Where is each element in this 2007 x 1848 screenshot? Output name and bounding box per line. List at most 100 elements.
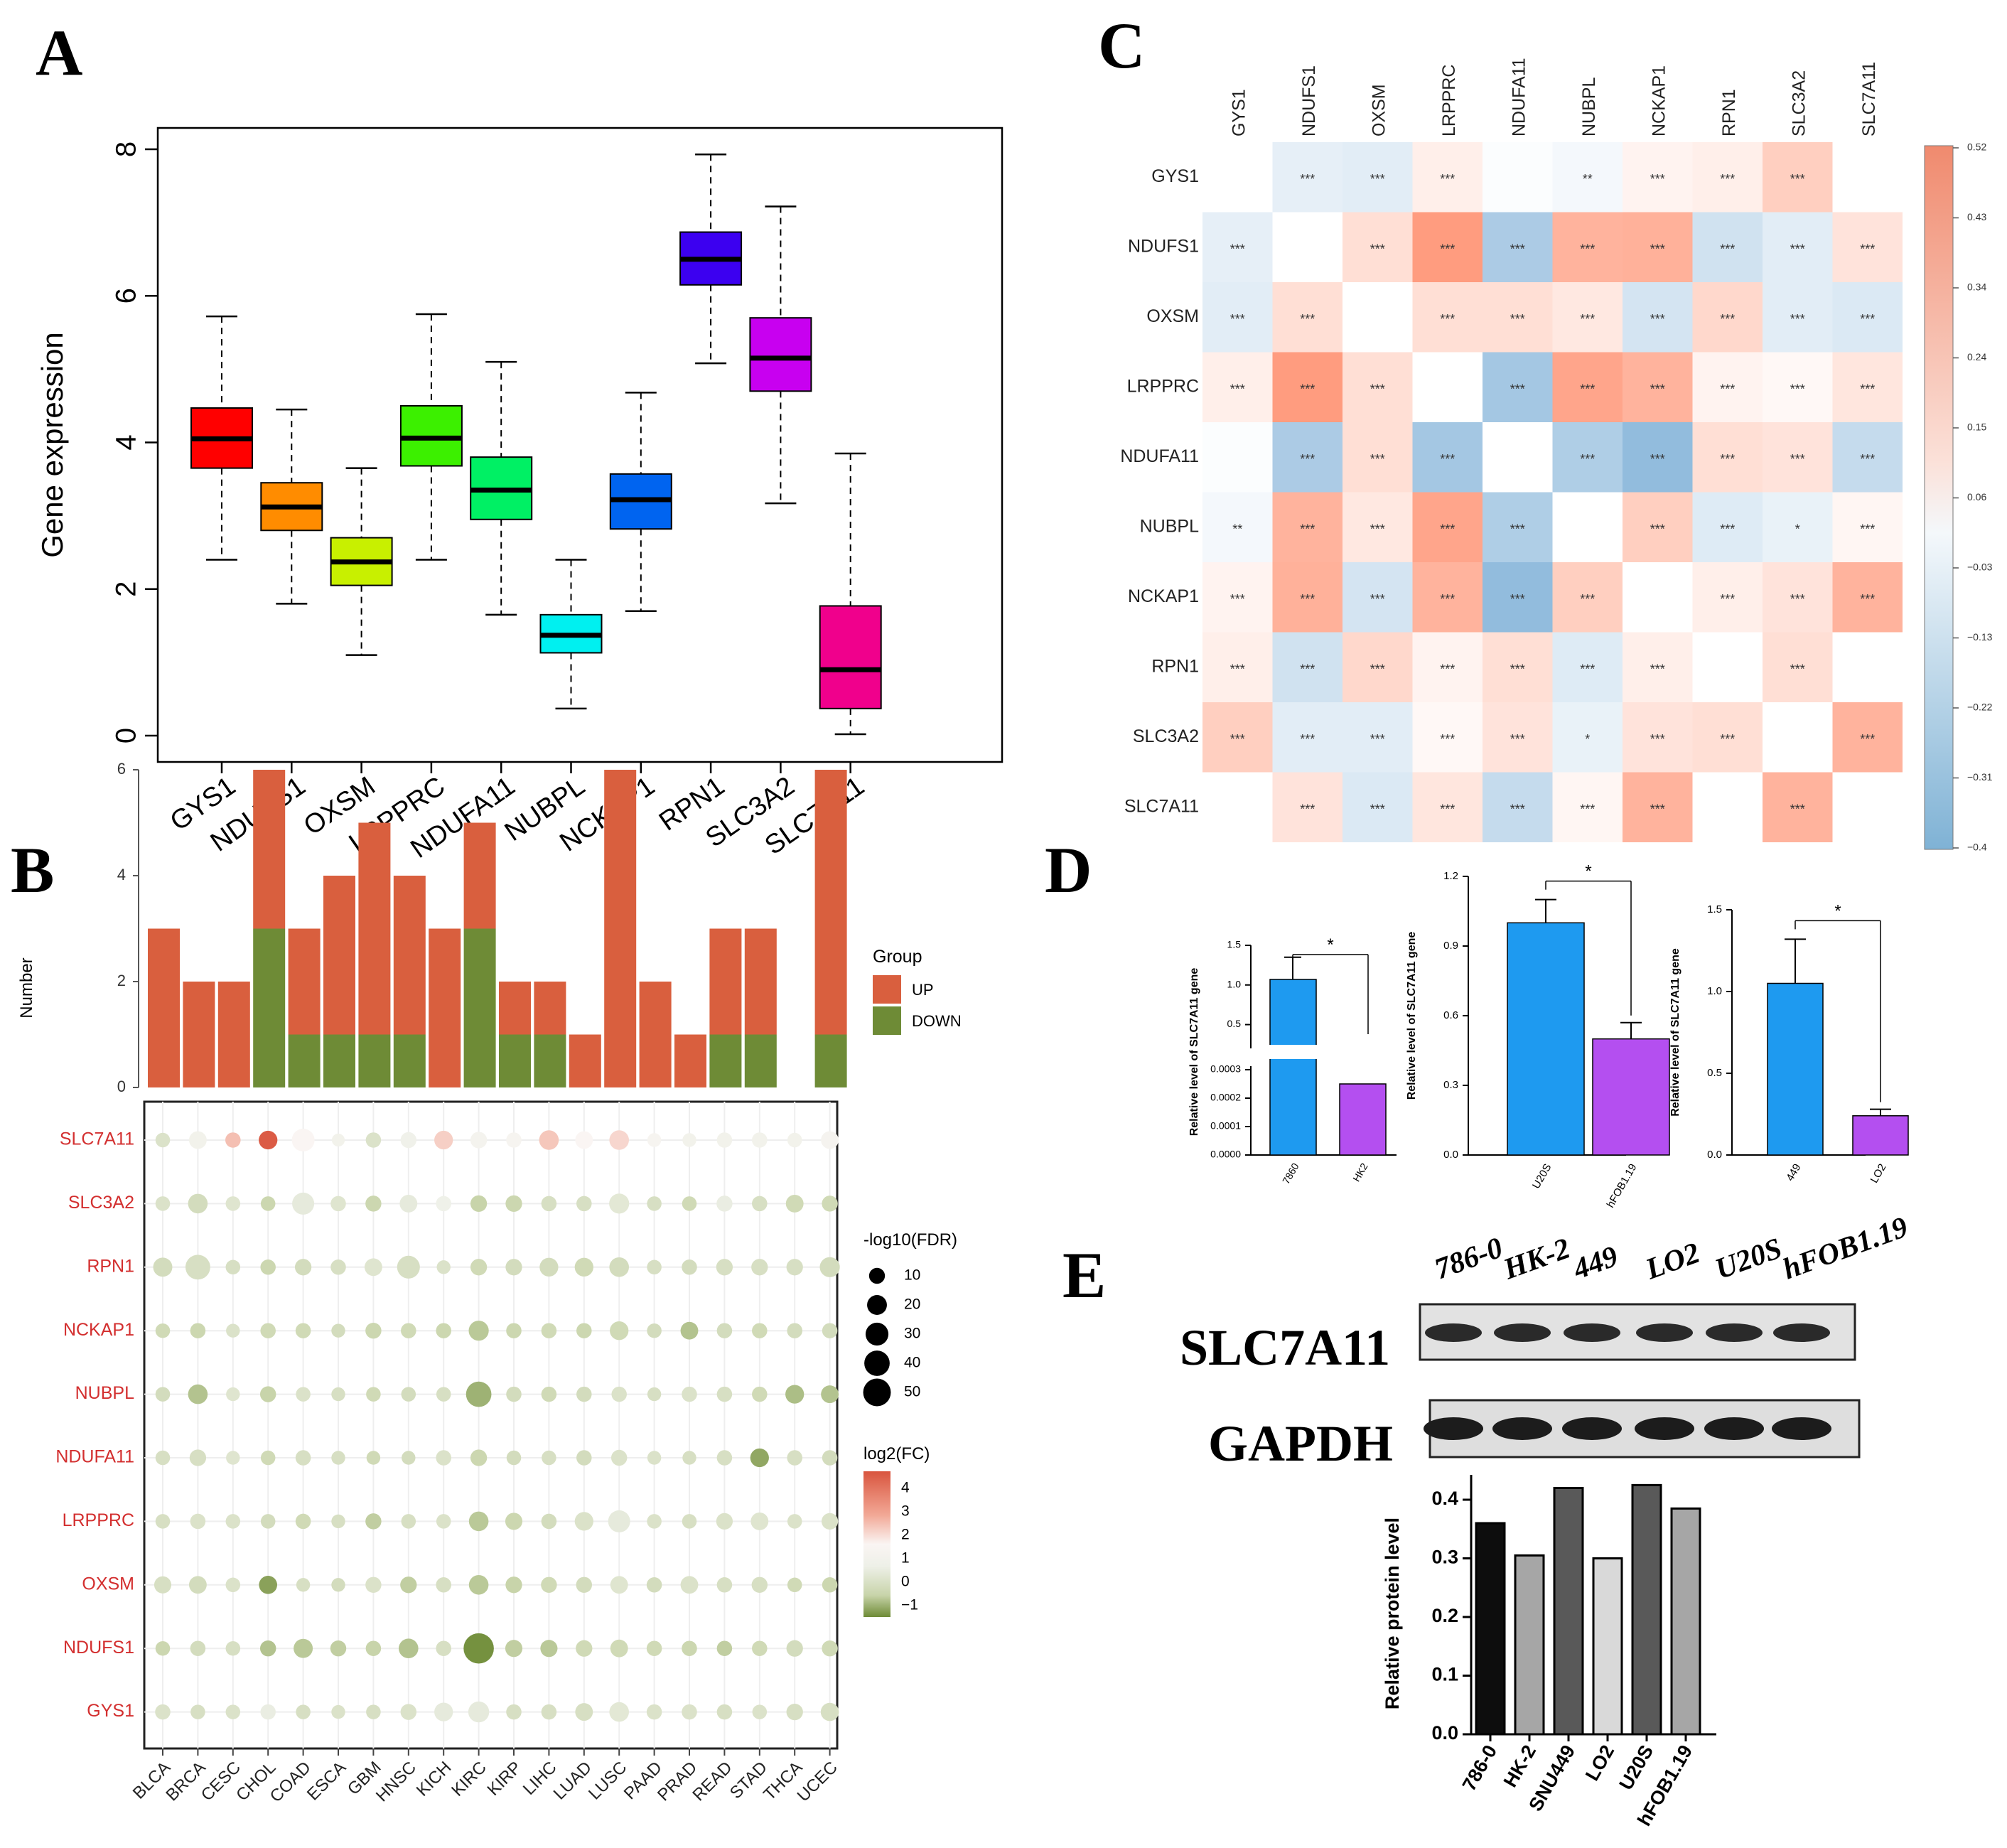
bubble (608, 1510, 630, 1532)
bubble (260, 1450, 276, 1466)
bubble (296, 1578, 311, 1592)
axis-break-gap (1261, 1045, 1404, 1059)
bubble (155, 1450, 171, 1466)
bar-u20s (1631, 1483, 1662, 1736)
row-label: SLC3A2 (1133, 726, 1199, 746)
bar-hfob1.19 (1670, 1507, 1701, 1736)
bubble (436, 1260, 451, 1274)
y-tick-label: NDUFS1 (63, 1638, 134, 1658)
bubble (752, 1640, 768, 1656)
bubble (785, 1194, 804, 1213)
sig-stars: *** (1790, 452, 1805, 466)
scale-label: −0.03 (1967, 562, 1993, 573)
sig-stars: *** (1440, 592, 1455, 606)
lane-label: hFOB1.19 (1779, 1211, 1912, 1286)
sig-stars: *** (1300, 662, 1315, 677)
band-slc7a11 (1494, 1323, 1551, 1342)
y-axis-label: Relative level of SLC7A11 gene (1669, 948, 1682, 1117)
x-tick-label: HK-2 (1500, 1741, 1540, 1791)
bubble (225, 1577, 241, 1593)
bubble (716, 1259, 733, 1276)
panel-label-d: D (1045, 834, 1092, 906)
size-legend-label: 30 (904, 1326, 920, 1342)
legend-swatch-down (873, 1006, 901, 1035)
bubble (680, 1576, 699, 1594)
bubble (786, 1703, 803, 1721)
heat-cell (1483, 422, 1553, 493)
sig-stars: ** (1583, 172, 1593, 186)
heat-cell (1343, 562, 1413, 633)
bubble (505, 1195, 522, 1213)
bubble (716, 1196, 733, 1212)
bubble (226, 1387, 240, 1402)
bubble (259, 1130, 278, 1150)
bubble (366, 1387, 381, 1402)
sig-stars: *** (1510, 732, 1525, 746)
legend-label-down: DOWN (912, 1012, 962, 1030)
band-gapdh (1772, 1417, 1831, 1440)
heat-cell (1832, 142, 1903, 213)
row-label: NCKAP1 (1128, 586, 1199, 606)
bar-up-kirp (499, 982, 531, 1035)
x-tick-label: LUSC (585, 1758, 630, 1803)
color-legend-label: 2 (901, 1527, 910, 1543)
y-tick-label: SLC7A11 (60, 1129, 134, 1149)
bubble (155, 1387, 171, 1402)
size-legend-dot (863, 1378, 891, 1407)
bar-up-lihc (534, 982, 566, 1035)
heat-cell (1623, 282, 1693, 353)
heat-cell (1202, 422, 1273, 493)
row-label: SLC7A11 (1124, 796, 1199, 816)
bubble (716, 1640, 733, 1656)
size-legend-dot (868, 1267, 886, 1284)
panel-b-stacked-bars: 0 2 4 6 Number Group UP DOWN (17, 760, 962, 1095)
bubble (225, 1704, 241, 1719)
size-legend-label: 50 (904, 1384, 920, 1400)
panel-b-bubble-plot: BLCABRCACESCCHOLCOADESCAGBMHNSCKICHKIRCK… (55, 1100, 957, 1806)
y-tick-label: 2 (117, 972, 126, 989)
sig-stars: *** (1790, 312, 1805, 326)
sig-stars: *** (1580, 312, 1595, 326)
heat-cell (1483, 282, 1553, 353)
heat-cell (1552, 212, 1623, 282)
band-slc7a11 (1636, 1323, 1693, 1342)
bubble (155, 1640, 171, 1656)
bubble (506, 1323, 522, 1338)
heat-cell (1623, 352, 1693, 422)
bubble (292, 1192, 315, 1215)
sig-stars: *** (1790, 802, 1805, 817)
heat-cell (1343, 282, 1413, 353)
y-tick-label: 0.4 (1431, 1488, 1458, 1509)
y-tick-label: 0.0002 (1210, 1092, 1241, 1103)
x-tick-label: CESC (198, 1758, 244, 1805)
heat-cell (1412, 352, 1483, 422)
bubble (821, 1131, 839, 1149)
plot-frame (143, 1100, 839, 1750)
heat-cell (1623, 422, 1693, 493)
bubble (541, 1323, 557, 1338)
band-gapdh (1424, 1417, 1483, 1440)
bubble (366, 1451, 381, 1465)
bar-up-paad (639, 982, 672, 1087)
bubble (365, 1196, 382, 1212)
scale-label: 0.43 (1967, 211, 1986, 222)
bubble (365, 1132, 382, 1148)
heat-cell (1552, 352, 1623, 422)
heat-cell (1343, 352, 1413, 422)
x-tick-label: COAD (267, 1758, 315, 1806)
band-gapdh (1635, 1417, 1694, 1440)
heat-cell (1552, 702, 1623, 773)
sig-stars: *** (1300, 382, 1315, 397)
bar-snu449 (1553, 1487, 1584, 1736)
sig-stars: *** (1650, 802, 1665, 817)
bubble (296, 1704, 311, 1719)
heat-cell (1623, 632, 1693, 702)
lane-label: U20S (1711, 1232, 1787, 1286)
sig-stars: *** (1230, 382, 1245, 397)
sig-stars: *** (1370, 522, 1385, 537)
band-slc7a11 (1425, 1323, 1482, 1342)
bubble (822, 1577, 838, 1593)
